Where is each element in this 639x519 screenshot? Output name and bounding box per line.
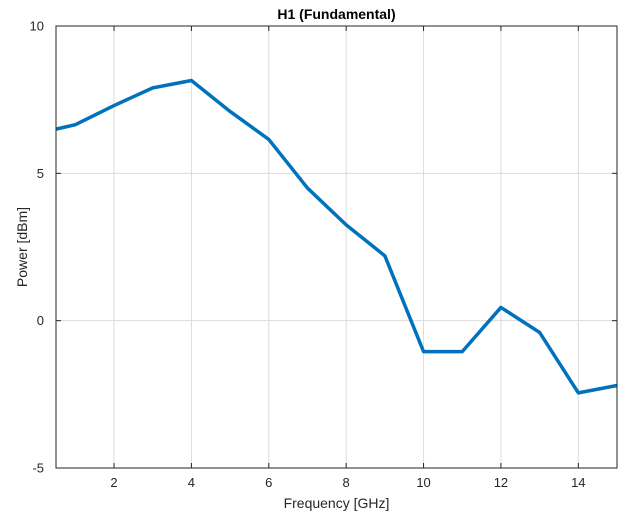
x-tick-label: 2 xyxy=(110,475,117,490)
y-tick-label: 5 xyxy=(37,166,44,181)
data-point xyxy=(577,391,580,394)
data-point xyxy=(461,350,464,353)
plot-frame xyxy=(55,25,618,469)
x-tick-label: 4 xyxy=(188,475,195,490)
x-tick-label: 12 xyxy=(494,475,508,490)
chart-title: H1 (Fundamental) xyxy=(277,6,395,22)
data-point xyxy=(383,254,386,257)
data-point xyxy=(499,306,502,309)
x-tick-label: 6 xyxy=(265,475,272,490)
data-point xyxy=(345,223,348,226)
data-point xyxy=(190,79,193,82)
data-point xyxy=(74,123,77,126)
data-point xyxy=(267,138,270,141)
ticks: 2 4 6 8 10 12 14 -5 0 5 10 xyxy=(30,19,617,490)
x-axis-label: Frequency [GHz] xyxy=(284,495,390,511)
y-tick-label: -5 xyxy=(32,461,44,476)
y-axis-label: Power [dBm] xyxy=(14,207,30,287)
y-tick-label: 0 xyxy=(37,313,44,328)
x-tick-label: 14 xyxy=(571,475,585,490)
data-point xyxy=(151,86,154,89)
series-line xyxy=(55,78,618,395)
x-tick-label: 10 xyxy=(416,475,430,490)
data-point xyxy=(113,104,116,107)
data-point xyxy=(306,187,309,190)
data-point xyxy=(538,331,541,334)
x-tick-label: 8 xyxy=(343,475,350,490)
data-point xyxy=(422,350,425,353)
y-tick-label: 10 xyxy=(30,19,44,34)
data-point xyxy=(229,110,232,113)
series-layer xyxy=(55,78,618,395)
